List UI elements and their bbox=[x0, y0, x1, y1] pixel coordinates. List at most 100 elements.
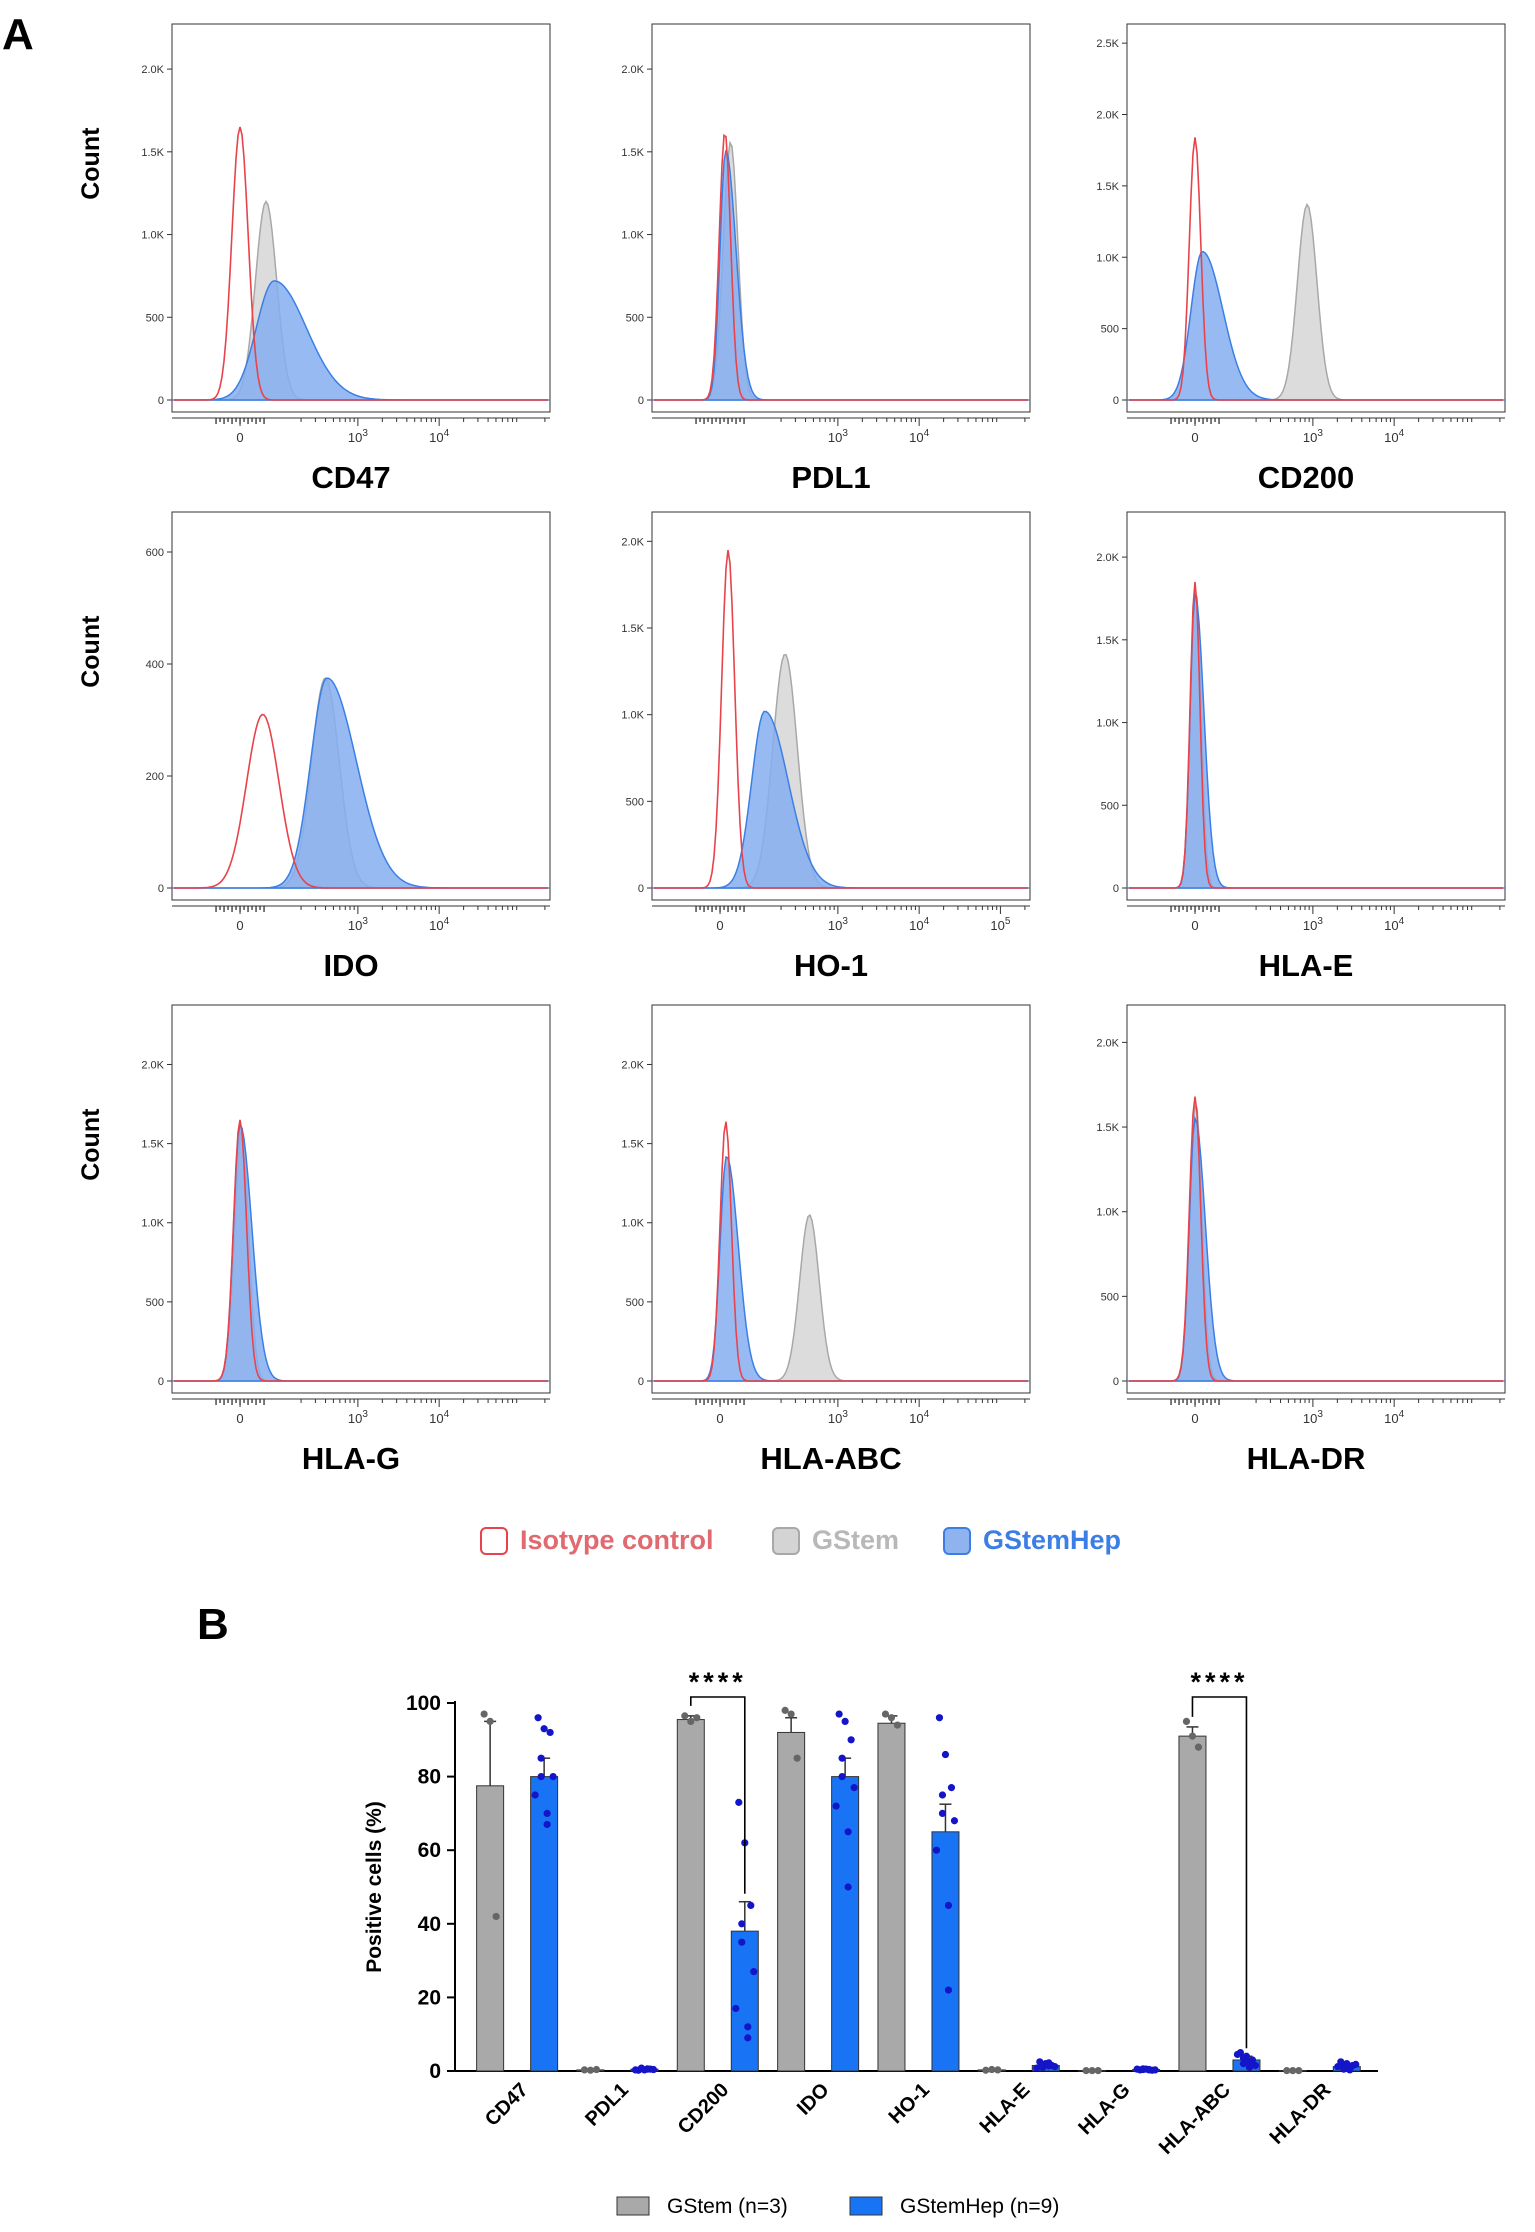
data-point bbox=[881, 1710, 890, 1718]
panel-a-label: A bbox=[2, 10, 34, 59]
data-point bbox=[844, 1828, 852, 1836]
data-point bbox=[1188, 1732, 1197, 1740]
histogram-isotype-hla-e bbox=[1129, 581, 1503, 889]
data-point bbox=[1145, 2066, 1153, 2074]
data-point bbox=[1033, 2064, 1041, 2072]
y-tick-label: 0 bbox=[638, 1376, 644, 1388]
bar-category-label-cd47: CD47 bbox=[481, 2079, 533, 2131]
y-tick-label: 1.0K bbox=[621, 1218, 644, 1230]
data-point bbox=[844, 1883, 852, 1891]
y-tick-label: 1.5K bbox=[141, 147, 164, 159]
y-tick-label: 2.0K bbox=[621, 1059, 644, 1071]
bar-gstem-cd47 bbox=[476, 1785, 505, 2072]
data-point bbox=[681, 1712, 689, 1720]
x-tick-label: 104 bbox=[429, 916, 449, 933]
x-tick-label: 0 bbox=[236, 430, 243, 445]
bar-gstem-hla-abc bbox=[1178, 1735, 1207, 2072]
legend-a: Isotype control GStem GStemHep bbox=[0, 1525, 1535, 1565]
y-tick-label: 1.5K bbox=[621, 623, 644, 635]
data-point bbox=[744, 2034, 752, 2042]
x-tick-label: 104 bbox=[909, 428, 929, 445]
y-tick-label: 1.0K bbox=[1096, 718, 1119, 730]
data-point bbox=[540, 1725, 548, 1733]
data-point bbox=[1283, 2067, 1291, 2075]
marker-label-hla-g: HLA-G bbox=[302, 1441, 400, 1476]
y-tick-label: 0 bbox=[158, 883, 164, 895]
y-tick-label: 1.5K bbox=[621, 147, 644, 159]
data-point bbox=[546, 1728, 554, 1737]
data-point bbox=[1051, 2062, 1059, 2071]
y-tick-label: 2.0K bbox=[141, 64, 164, 76]
data-point bbox=[1239, 2054, 1248, 2062]
y-tick-label: 0 bbox=[1113, 1376, 1119, 1388]
bar-y-tick-label: 0 bbox=[429, 2060, 441, 2083]
data-point bbox=[781, 1706, 789, 1714]
y-tick-label: 500 bbox=[626, 796, 644, 808]
data-point bbox=[841, 1717, 849, 1725]
data-point bbox=[793, 1754, 801, 1762]
x-tick-label: 0 bbox=[1191, 430, 1198, 445]
histogram-isotype-hla-g bbox=[174, 1119, 548, 1382]
marker-label-hla-abc: HLA-ABC bbox=[760, 1441, 901, 1476]
data-point bbox=[887, 1714, 896, 1722]
legend-a-item-isotype: Isotype control bbox=[480, 1525, 714, 1556]
data-point bbox=[486, 1717, 494, 1725]
data-point bbox=[944, 1901, 953, 1909]
significance-label: **** bbox=[1190, 1667, 1248, 1697]
bar-gstem-ido bbox=[777, 1731, 806, 2072]
data-point bbox=[832, 1802, 840, 1810]
count-axis-label: Count bbox=[77, 615, 105, 688]
data-point bbox=[994, 2066, 1002, 2074]
bar-y-tick-label: 40 bbox=[418, 1913, 441, 1936]
y-tick-label: 2.0K bbox=[1096, 110, 1119, 122]
data-point bbox=[950, 1817, 959, 1825]
y-tick-label: 2.0K bbox=[141, 1059, 164, 1071]
data-point bbox=[738, 1938, 746, 1946]
data-point bbox=[838, 1754, 846, 1762]
bar-y-axis-label: Positive cells (%) bbox=[363, 1801, 386, 1973]
histogram-isotype-ho-1 bbox=[654, 549, 1028, 889]
x-tick-label: 103 bbox=[828, 428, 848, 445]
data-point bbox=[643, 2065, 652, 2073]
y-tick-label: 2.5K bbox=[1096, 38, 1119, 50]
y-tick-label: 500 bbox=[626, 312, 644, 324]
data-point bbox=[543, 1809, 551, 1817]
count-axis-label: Count bbox=[77, 1108, 105, 1181]
bar-category-label-hla-dr: HLA-DR bbox=[1266, 2079, 1336, 2149]
y-tick-label: 0 bbox=[158, 395, 164, 407]
y-tick-label: 2.0K bbox=[621, 64, 644, 76]
data-point bbox=[744, 2023, 752, 2031]
x-tick-label: 104 bbox=[1384, 916, 1404, 933]
bar-gstemhep-ido bbox=[831, 1776, 860, 2072]
data-point bbox=[1139, 2065, 1147, 2074]
y-tick-label: 1.0K bbox=[141, 1218, 164, 1230]
y-tick-label: 200 bbox=[146, 771, 164, 783]
data-point bbox=[580, 2066, 589, 2074]
y-tick-label: 1.5K bbox=[141, 1139, 164, 1151]
data-point bbox=[747, 1901, 755, 1909]
data-point bbox=[938, 1791, 947, 1799]
x-tick-label: 0 bbox=[236, 1411, 243, 1426]
data-point bbox=[732, 2004, 740, 2013]
data-point bbox=[1346, 2066, 1354, 2074]
bar-category-label-cd200: CD200 bbox=[674, 2079, 734, 2139]
x-tick-label: 103 bbox=[348, 428, 368, 445]
marker-label-cd47: CD47 bbox=[311, 460, 390, 495]
legend-a-swatch-gstem bbox=[772, 1526, 800, 1555]
data-point bbox=[735, 1798, 743, 1806]
data-point bbox=[637, 2064, 646, 2072]
y-tick-label: 500 bbox=[146, 312, 164, 324]
data-point bbox=[531, 1791, 539, 1799]
bar-y-tick-label: 100 bbox=[406, 1692, 441, 1715]
histogram-frame-hla-e bbox=[1126, 511, 1506, 901]
data-point bbox=[1334, 2062, 1342, 2071]
y-tick-label: 2.0K bbox=[1096, 1037, 1119, 1049]
data-point bbox=[850, 1784, 858, 1792]
x-tick-label: 104 bbox=[909, 916, 929, 933]
bar-y-tick-label: 80 bbox=[418, 1766, 441, 1789]
histogram-frame-cd47 bbox=[171, 23, 551, 413]
x-tick-label: 0 bbox=[1191, 1411, 1198, 1426]
data-point bbox=[1088, 2067, 1096, 2075]
y-tick-label: 500 bbox=[1101, 324, 1119, 336]
